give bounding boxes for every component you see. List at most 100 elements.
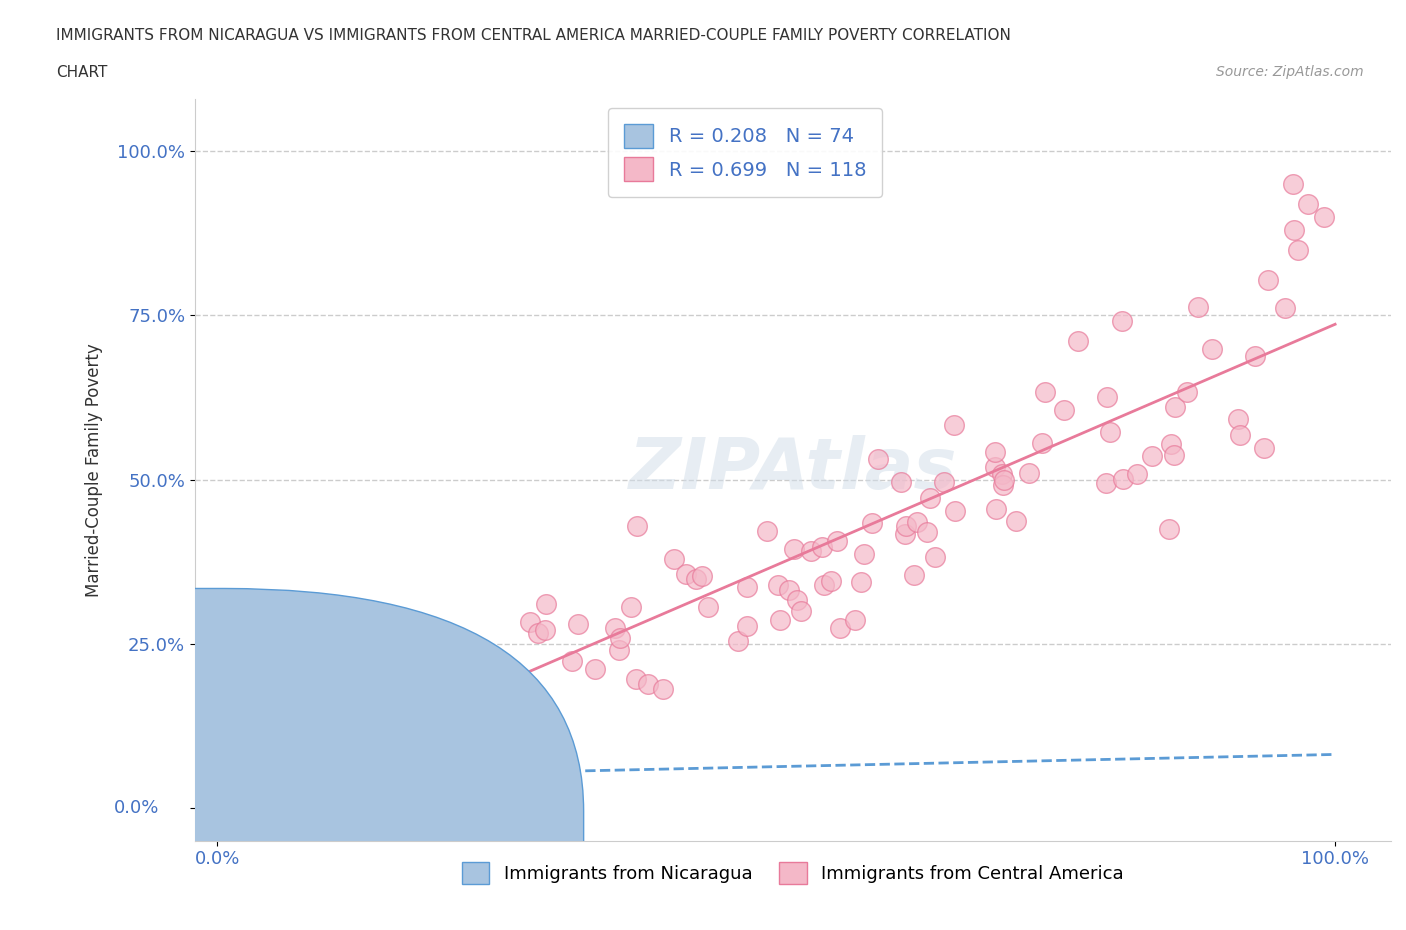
Point xyxy=(820,573,842,588)
Point xyxy=(264,799,287,814)
Point xyxy=(222,711,245,725)
Point xyxy=(849,574,872,589)
Point xyxy=(790,604,813,618)
Point xyxy=(690,568,713,583)
Point xyxy=(1313,209,1336,224)
Point xyxy=(239,724,262,739)
Point xyxy=(257,790,280,805)
Point xyxy=(786,592,808,607)
Point xyxy=(651,682,673,697)
Point xyxy=(239,801,262,816)
Point xyxy=(1098,424,1121,439)
Point xyxy=(222,781,245,796)
Point xyxy=(984,445,1007,459)
Point xyxy=(915,525,938,539)
Point xyxy=(254,797,277,812)
Text: IMMIGRANTS FROM NICARAGUA VS IMMIGRANTS FROM CENTRAL AMERICA MARRIED-COUPLE FAMI: IMMIGRANTS FROM NICARAGUA VS IMMIGRANTS … xyxy=(56,28,1011,43)
Point xyxy=(697,600,720,615)
Point xyxy=(274,801,297,816)
Text: CHART: CHART xyxy=(56,65,108,80)
Point xyxy=(340,736,363,751)
Point xyxy=(509,687,531,702)
Point xyxy=(1253,440,1275,455)
Point xyxy=(214,775,236,790)
Point xyxy=(1160,436,1182,451)
Point xyxy=(208,727,231,742)
Point xyxy=(986,501,1008,516)
Point xyxy=(339,772,361,787)
Point xyxy=(208,773,231,788)
Point xyxy=(1031,435,1053,450)
Point xyxy=(214,786,236,801)
Point xyxy=(932,475,955,490)
Point xyxy=(226,763,249,777)
Point xyxy=(1157,522,1180,537)
Point xyxy=(224,708,246,723)
Point xyxy=(247,785,270,800)
Point xyxy=(215,794,238,809)
Point xyxy=(894,519,917,534)
Point xyxy=(769,613,792,628)
Point xyxy=(207,719,229,734)
Point xyxy=(240,794,263,809)
Point xyxy=(893,526,915,541)
Point xyxy=(536,597,558,612)
Point xyxy=(357,796,380,811)
Point xyxy=(226,764,249,778)
Point xyxy=(273,742,295,757)
Point xyxy=(991,477,1014,492)
Point xyxy=(208,775,231,790)
Point xyxy=(685,571,707,586)
Point xyxy=(207,777,229,792)
Point xyxy=(1005,513,1028,528)
Point xyxy=(583,661,606,676)
Point xyxy=(224,801,246,816)
Point xyxy=(675,566,697,581)
Point xyxy=(242,800,264,815)
Point xyxy=(399,801,422,816)
Point xyxy=(1201,342,1223,357)
Point xyxy=(211,768,233,783)
Point xyxy=(307,766,329,781)
Point xyxy=(301,798,323,813)
Point xyxy=(825,534,848,549)
Point xyxy=(215,779,238,794)
Point xyxy=(399,654,422,669)
Point xyxy=(285,724,308,738)
Point xyxy=(278,796,301,811)
Point xyxy=(866,452,889,467)
Point xyxy=(1229,428,1251,443)
Point xyxy=(852,546,875,561)
Point xyxy=(1227,412,1250,427)
Point xyxy=(314,755,336,770)
Point xyxy=(212,769,235,784)
Point xyxy=(247,779,270,794)
Point xyxy=(217,724,239,738)
Point xyxy=(257,801,280,816)
Point xyxy=(222,801,245,816)
Point xyxy=(349,786,371,801)
Point xyxy=(813,578,835,593)
Point xyxy=(605,620,627,635)
Point xyxy=(800,544,823,559)
Point xyxy=(214,763,236,777)
Point xyxy=(215,799,238,814)
Point xyxy=(209,750,232,764)
Point xyxy=(252,801,274,816)
Point xyxy=(526,626,548,641)
Point xyxy=(1187,299,1209,314)
Point xyxy=(232,787,254,802)
Point xyxy=(534,623,557,638)
Legend: R = 0.208   N = 74, R = 0.699   N = 118: R = 0.208 N = 74, R = 0.699 N = 118 xyxy=(609,109,882,197)
Point xyxy=(236,801,259,816)
Point xyxy=(620,599,643,614)
Point xyxy=(321,780,343,795)
Point xyxy=(664,551,686,566)
Point xyxy=(332,702,354,717)
Point xyxy=(209,748,232,763)
Point xyxy=(295,791,318,806)
Point xyxy=(1112,472,1135,486)
Point xyxy=(219,777,242,792)
Point xyxy=(1163,447,1185,462)
Point xyxy=(228,760,250,775)
